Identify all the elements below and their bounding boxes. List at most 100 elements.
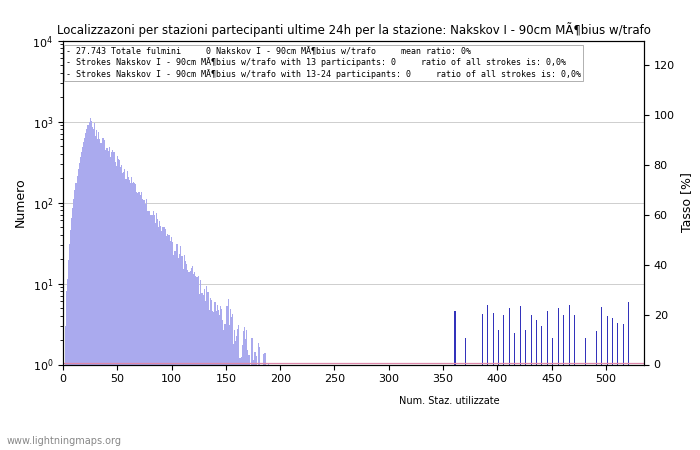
Bar	[318, 364, 320, 450]
Bar	[372, 364, 373, 450]
Bar	[350, 364, 351, 450]
Bar	[563, 315, 564, 450]
Bar	[494, 364, 495, 450]
Bar	[253, 351, 255, 450]
Bar	[231, 317, 232, 450]
Bar	[412, 364, 413, 450]
Bar	[168, 235, 169, 450]
Bar	[634, 364, 635, 450]
Bar	[529, 364, 531, 450]
Bar	[472, 364, 473, 450]
Bar	[245, 339, 246, 450]
Bar	[93, 129, 94, 450]
Bar	[135, 184, 136, 450]
Bar	[322, 364, 323, 450]
Bar	[623, 324, 624, 450]
Bar	[69, 243, 70, 450]
Bar	[206, 286, 207, 450]
Bar	[484, 364, 485, 450]
Bar	[486, 364, 487, 450]
Bar	[608, 364, 609, 450]
Bar	[316, 364, 318, 450]
Bar	[281, 364, 282, 450]
Bar	[90, 118, 91, 450]
Bar	[166, 236, 167, 450]
Bar	[622, 364, 623, 450]
Bar	[541, 326, 542, 450]
Bar	[283, 364, 284, 450]
Bar	[514, 364, 515, 450]
Bar	[286, 364, 287, 450]
Bar	[531, 364, 533, 450]
Bar	[311, 364, 312, 450]
Bar	[509, 308, 510, 450]
Bar	[119, 160, 120, 450]
Bar	[149, 211, 150, 450]
Bar	[599, 364, 600, 450]
Bar	[389, 364, 391, 450]
Bar	[367, 364, 368, 450]
Bar	[158, 227, 159, 450]
Bar	[78, 163, 80, 450]
Bar	[243, 331, 244, 450]
Bar	[229, 324, 230, 450]
Bar	[590, 364, 592, 450]
Bar	[575, 364, 576, 450]
Bar	[117, 156, 118, 450]
Partecipazione della stazione Nakskov I - 90cm MÃ¶bius w/trafo %	[218, 360, 226, 365]
Bar	[118, 159, 119, 450]
Bar	[527, 364, 528, 450]
Bar	[391, 364, 393, 450]
Bar	[476, 364, 477, 450]
Bar	[387, 364, 388, 450]
Bar	[351, 364, 352, 450]
Bar	[352, 364, 354, 450]
Bar	[454, 364, 456, 450]
Bar	[146, 199, 147, 450]
Bar	[202, 296, 204, 450]
Bar	[85, 134, 86, 450]
Bar	[133, 182, 134, 450]
Bar	[513, 364, 514, 450]
Bar	[120, 167, 121, 450]
Bar	[183, 269, 184, 450]
Bar	[422, 364, 423, 450]
Bar	[416, 364, 418, 450]
Bar	[478, 364, 480, 450]
Bar	[468, 364, 470, 450]
Bar	[375, 364, 377, 450]
Bar	[151, 215, 153, 450]
Bar	[309, 364, 310, 450]
Bar	[470, 364, 471, 450]
Bar	[601, 306, 602, 450]
Bar	[517, 364, 519, 450]
Bar	[485, 364, 486, 450]
Bar	[456, 364, 458, 450]
Y-axis label: Numero: Numero	[14, 178, 27, 227]
Bar	[328, 364, 330, 450]
Bar	[373, 364, 374, 450]
Bar	[256, 356, 257, 450]
Bar	[466, 364, 468, 450]
Bar	[68, 260, 69, 450]
Bar	[503, 364, 505, 450]
Bar	[564, 364, 566, 450]
Bar	[130, 183, 131, 450]
Bar	[499, 364, 500, 450]
Bar	[384, 364, 385, 450]
Bar	[270, 364, 271, 450]
Bar	[71, 218, 72, 450]
Bar	[560, 364, 561, 450]
Bar	[487, 305, 488, 450]
Bar	[523, 364, 524, 450]
Bar	[626, 364, 627, 450]
Bar	[398, 364, 399, 450]
Bar	[306, 364, 307, 450]
Bar	[332, 364, 333, 450]
Bar	[361, 364, 362, 450]
Bar	[340, 364, 342, 450]
Bar	[64, 326, 66, 450]
Bar	[402, 364, 403, 450]
Bar	[249, 355, 251, 450]
Bar	[76, 176, 78, 450]
